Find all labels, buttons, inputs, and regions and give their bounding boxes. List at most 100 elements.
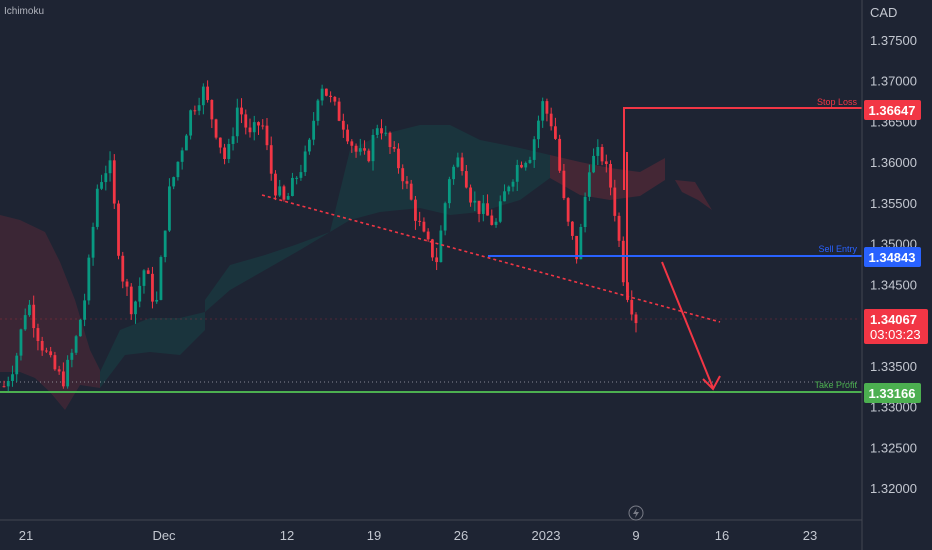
current-price-tag: 1.34067 03:03:23 <box>864 309 928 344</box>
take-profit-price-tag: 1.33166 <box>864 383 921 403</box>
candle-down <box>112 160 116 204</box>
candle-down <box>634 314 638 324</box>
candle-up <box>95 188 99 227</box>
indicator-label: Ichimoku <box>4 6 44 17</box>
candle-down <box>621 240 625 283</box>
x-tick-label: 2023 <box>532 528 561 543</box>
y-tick-label: 1.36000 <box>870 155 917 170</box>
candle-up <box>252 122 256 133</box>
candle-down <box>418 220 422 222</box>
candle-down <box>405 181 409 184</box>
candle-up <box>498 201 502 222</box>
candle-up <box>583 196 587 228</box>
stop-loss-line <box>623 107 862 190</box>
candle-down <box>49 351 53 356</box>
candle-up <box>515 164 519 182</box>
candle-up <box>579 227 583 260</box>
candle-down <box>257 122 260 126</box>
candle-down <box>214 119 218 138</box>
candle-down <box>36 328 40 341</box>
candle-down <box>151 273 154 302</box>
candle-down <box>422 221 426 232</box>
candle-down <box>324 88 328 96</box>
candle-up <box>447 179 451 204</box>
candle-up <box>528 159 532 163</box>
candle-down <box>40 340 44 351</box>
candle-up <box>532 139 536 160</box>
candle-down <box>363 148 366 151</box>
candle-down <box>477 200 481 214</box>
candle-up <box>320 88 324 101</box>
candle-up <box>197 105 201 111</box>
candle-down <box>57 369 61 372</box>
candle-up <box>91 226 95 258</box>
candle-down <box>414 199 417 221</box>
candle-down <box>117 203 120 256</box>
candle-down <box>554 126 557 139</box>
candle-up <box>15 355 19 375</box>
candle-down <box>32 304 36 329</box>
candle-down <box>337 101 341 121</box>
candle-down <box>2 386 6 388</box>
candle-down <box>431 239 434 258</box>
candle-down <box>350 141 354 146</box>
candle-up <box>184 135 188 151</box>
candle-up <box>28 304 31 316</box>
candle-up <box>159 257 163 300</box>
candle-down <box>218 137 222 148</box>
candle-up <box>596 147 600 156</box>
candle-up <box>494 221 498 225</box>
candle-down <box>248 127 252 133</box>
candle-down <box>604 161 608 164</box>
candle-up <box>511 181 515 187</box>
candle-up <box>299 172 303 178</box>
candle-up <box>172 177 176 187</box>
candle-down <box>282 186 286 200</box>
candle-up <box>19 329 23 356</box>
sell-entry-price-tag: 1.34843 <box>864 247 921 267</box>
projection-arrow <box>661 261 721 391</box>
candle-down <box>346 129 349 142</box>
candle-up <box>439 230 443 263</box>
candle-down <box>265 125 269 146</box>
candle-down <box>609 163 612 188</box>
y-tick-label: 1.32500 <box>870 440 917 455</box>
candle-up <box>23 315 27 330</box>
candle-up <box>227 143 231 159</box>
candle-up <box>83 300 86 320</box>
current-price-text: 1.34067 <box>870 312 917 327</box>
candle-up <box>100 182 103 189</box>
candle-down <box>146 270 150 274</box>
cloud-area-red-future <box>675 180 712 210</box>
time-axis[interactable]: 21 Dec 12 19 26 2023 9 16 23 <box>19 528 817 543</box>
candle-up <box>176 161 180 178</box>
candle-down <box>566 198 570 222</box>
candle-up <box>384 132 388 134</box>
candle-down <box>520 164 523 168</box>
cloud-area-green-1 <box>100 312 205 388</box>
candle-up <box>163 230 167 258</box>
candle-down <box>549 113 553 127</box>
cloud-area-red-left <box>0 215 100 410</box>
candle-down <box>392 147 396 149</box>
candle-down <box>269 145 273 174</box>
candle-up <box>371 134 375 162</box>
y-tick-label: 1.33500 <box>870 359 917 374</box>
cloud-area-red-right <box>550 155 665 200</box>
candle-down <box>409 183 413 200</box>
candle-up <box>524 162 528 168</box>
candle-down <box>545 101 549 114</box>
candle-down <box>261 125 265 127</box>
candle-up <box>481 203 485 214</box>
candle-up <box>456 157 460 167</box>
lightning-icon[interactable] <box>628 505 644 521</box>
candle-up <box>452 166 456 180</box>
candle-up <box>87 257 91 301</box>
candle-up <box>134 301 137 315</box>
y-tick-label: 1.35500 <box>870 196 917 211</box>
stop-loss-price-tag: 1.36647 <box>864 100 921 120</box>
candle-up <box>142 270 146 286</box>
candle-up <box>295 177 299 179</box>
